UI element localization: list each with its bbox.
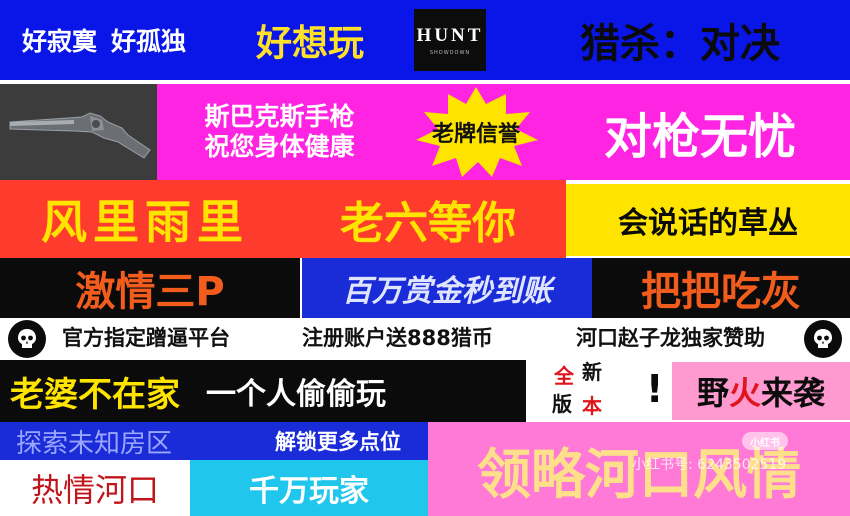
skull-icon [814,329,832,348]
want-play-text: 好想玩 [255,23,364,64]
gun-image-panel [0,84,157,180]
players-text: 千万玩家 [249,474,369,509]
hunt-title-text: 猎杀：对决 [580,21,780,67]
watermark-badge-text: 小红书 [750,437,780,449]
talking-grass-banner: 会说话的草丛 [566,184,850,256]
wife-away-text: 老婆不在家 [10,374,180,415]
explore-text: 探索未知房区 [16,428,173,459]
hunt-logo-subtext: SHOWDOWN [429,49,471,56]
new-version-panel [526,360,638,422]
wind-rain-banner: 风里雨里 [0,180,290,258]
wildfire-char2: 火 [728,374,761,412]
waiting-banner: 老六等你 [290,180,566,258]
waiting-text: 老六等你 [340,198,516,249]
unlock-text: 解锁更多点位 [275,430,401,454]
reputation-badge-text: 老牌信誉 [431,122,520,147]
hunt-title-banner: 猎杀：对决 [510,0,850,80]
skull-right [804,320,842,358]
hunt-logo-banner: HUNT SHOWDOWN [390,0,510,80]
hot-text: 热情河口 [30,471,159,509]
new-version-char3: 版 [552,392,572,416]
bounty-text: 百万赏金秒到账 [342,274,552,309]
no-worry-text: 对枪无忧 [603,109,796,165]
talking-grass-text: 会说话的草丛 [618,206,798,241]
new-version-char1: 全 [554,364,574,388]
eat-ash-text: 把把吃灰 [641,269,801,315]
lonely-banner: 好寂寞 好孤独 [0,0,230,80]
feel-text: 领略河口风情 [477,442,801,506]
spark-line1-text: 斯巴克斯手枪 [204,102,355,131]
unlock-banner: 解锁更多点位 [248,422,428,460]
new-version-char4: 本 [582,394,602,418]
spark-line2-text: 祝您身体健康 [204,132,355,161]
new-version-char2: 新 [582,360,602,384]
skull-left [8,320,46,358]
passion-text: 激情三P [75,269,225,315]
passion-banner: 激情三P [0,258,300,318]
wind-rain-text: 风里雨里 [41,195,249,249]
skull-icon [18,329,36,348]
register-bonus-text: 注册账户送888猎币 [302,326,493,350]
exclamation-mark: ! [646,367,664,411]
wife-away-banner: 老婆不在家 一个人偷偷玩 [0,360,526,422]
players-banner: 千万玩家 [190,460,428,516]
revolver-pistol-icon [9,112,151,159]
platform-strip [0,318,850,360]
watermark-id-text: 小红书号: 6243502519 [632,457,787,473]
spark-pistol-banner: 斯巴克斯手枪 祝您身体健康 [157,84,402,180]
lonely2-text: 好孤独 [111,27,187,56]
wildfire-char3: 来袭 [761,374,826,412]
hunt-logo-text: HUNT [416,24,484,46]
eat-ash-banner: 把把吃灰 [592,258,850,318]
play-alone-text: 一个人偷偷玩 [206,377,386,412]
wildfire-char1: 野 [696,374,729,412]
official-platform-text: 官方指定蹭逼平台 [62,326,230,350]
sponsor-text: 河口赵子龙独家赞助 [576,326,765,350]
wildfire-banner: 野 火 来袭 [672,362,850,420]
watermark-badge: 小红书 [742,432,788,450]
bounty-banner: 百万赏金秒到账 [302,258,592,318]
explore-banner: 探索未知房区 [0,422,248,460]
reputation-burst-panel: 老牌信誉 [402,84,550,180]
hot-banner: 热情河口 [0,460,190,516]
no-worry-banner: 对枪无忧 [550,84,850,180]
starburst-badge-icon [416,87,538,177]
lonely-text: 好寂寞 [22,27,98,56]
hunt-logo: HUNT SHOWDOWN [414,9,486,71]
want-play-banner: 好想玩 [230,0,390,80]
